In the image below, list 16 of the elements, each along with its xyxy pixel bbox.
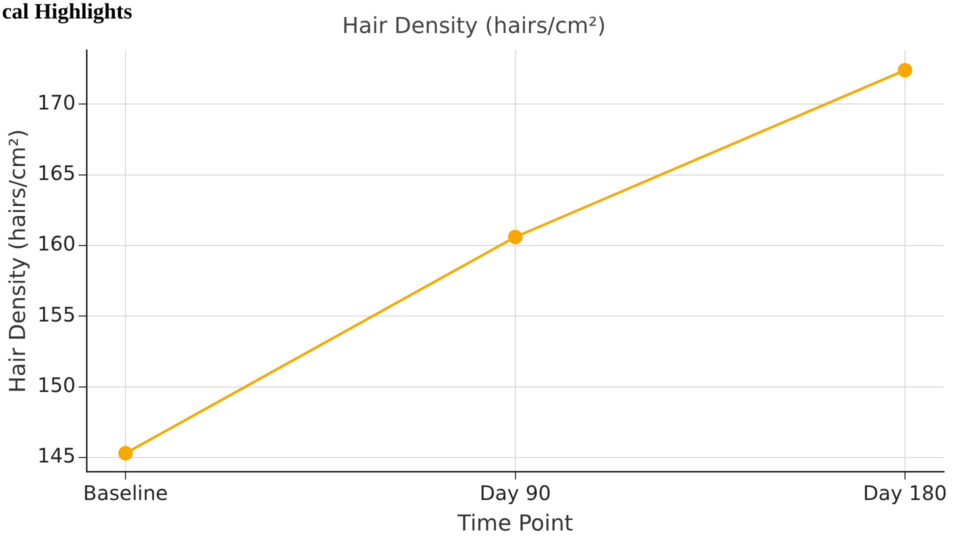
x-tick-label: Baseline — [83, 480, 168, 505]
point — [898, 62, 912, 78]
y-tick-label: 155 — [37, 302, 76, 326]
x-tick-label: Day 90 — [480, 480, 551, 505]
x-axis-title: Time Point — [456, 512, 574, 537]
point — [508, 230, 523, 244]
y-axis-title: Hair Density (hairs/cm²) — [6, 129, 31, 393]
x-tick-label: Day 180 — [863, 480, 948, 505]
y-tick-label: 150 — [37, 373, 76, 397]
y-tick-label: 145 — [37, 444, 76, 468]
point — [118, 446, 133, 460]
text: cal Highlights — [2, 0, 133, 24]
y-tick-label: 165 — [37, 160, 76, 185]
y-tick-label: 170 — [37, 90, 76, 114]
chart-title: Hair Density (hairs/cm²) — [342, 14, 606, 39]
y-tick-label: 160 — [37, 232, 76, 256]
